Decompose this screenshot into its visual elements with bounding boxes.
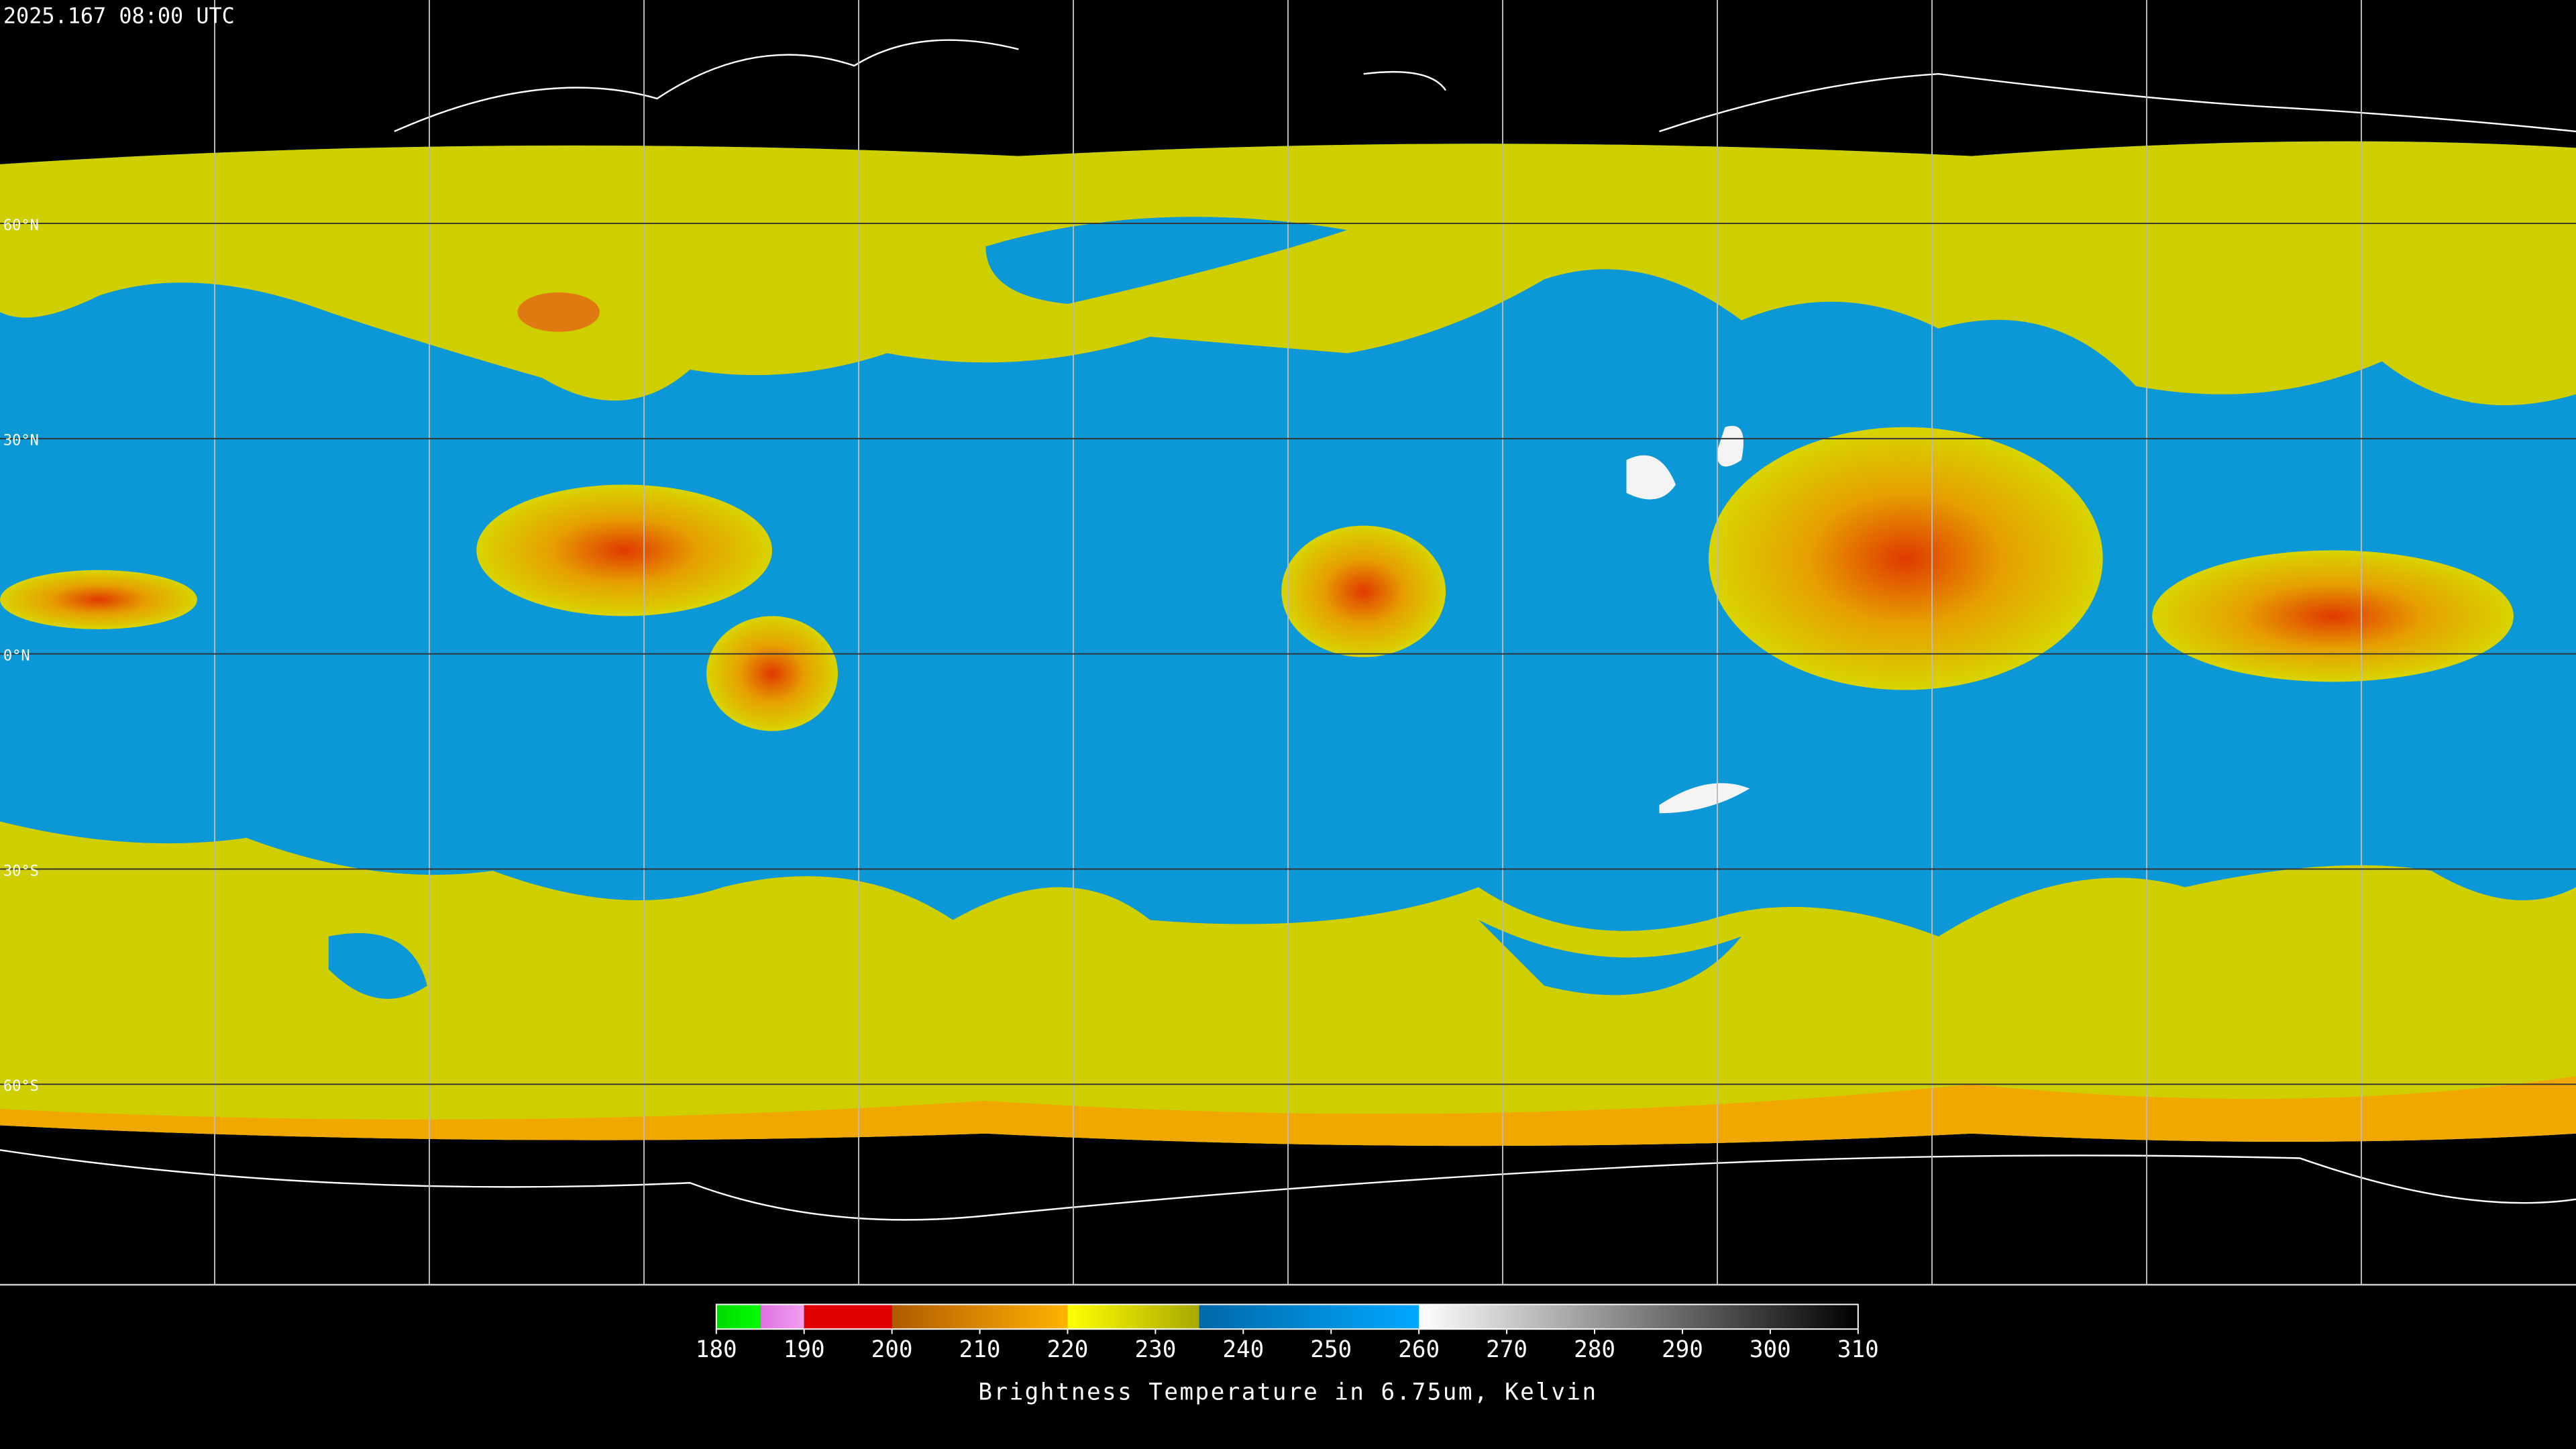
convection (517, 292, 600, 332)
graticule: 60°N 30°N 0°N 30°S 60°S (0, 0, 2576, 1285)
convection (1708, 427, 2103, 690)
colorbar-segment (1067, 1304, 1199, 1330)
colorbar-segment (892, 1304, 1068, 1330)
colorbar-tick-label: 290 (1662, 1336, 1703, 1363)
colorbar-segment (1199, 1304, 1419, 1330)
colorbar-frame (715, 1303, 1859, 1330)
colorbar-tick-label: 310 (1837, 1336, 1879, 1363)
coastline (0, 39, 2576, 1221)
colorbar-tick-label: 210 (959, 1336, 1001, 1363)
colorbar-tick-label: 280 (1574, 1336, 1615, 1363)
latitude-label: 60°N (3, 217, 39, 234)
convection (0, 570, 197, 629)
latitude-label: 30°S (3, 863, 39, 879)
colorbar-title: Brightness Temperature in 6.75um, Kelvin (978, 1379, 1597, 1406)
timestamp: 2025.167 08:00 UTC (3, 3, 235, 28)
colorbar-segment (716, 1304, 761, 1330)
warm-patch (1626, 425, 1750, 814)
latitude-label: 0°N (3, 647, 30, 664)
colorbar-tick-label: 230 (1134, 1336, 1176, 1363)
dry-slot (328, 920, 1741, 999)
convection (706, 616, 838, 731)
colorbar-tick-label: 180 (696, 1336, 737, 1363)
colorbar-segment (760, 1304, 804, 1330)
colorbar-tick-label: 250 (1310, 1336, 1352, 1363)
colorbar: 180 190 200 210 220 230 240 250 260 270 280 290 300 3… (696, 1303, 1879, 1363)
colorbar-tick-label: 300 (1750, 1336, 1791, 1363)
colorbar-segment (1419, 1304, 1858, 1330)
convection (476, 484, 773, 616)
dry-slot (985, 217, 1348, 305)
latitude-label: 60°S (3, 1078, 39, 1095)
colorbar-tick-label: 270 (1486, 1336, 1527, 1363)
colorbar-segment (804, 1304, 892, 1330)
colorbar-tick-label: 260 (1398, 1336, 1440, 1363)
convection (2152, 550, 2514, 682)
colorbar-tick-label: 190 (784, 1336, 825, 1363)
colorbar-tick-label: 220 (1047, 1336, 1089, 1363)
colorbar-tick-label: 240 (1222, 1336, 1264, 1363)
latitude-label: 30°N (3, 433, 39, 449)
colorbar-tick-label: 200 (871, 1336, 913, 1363)
convection (1281, 525, 1446, 657)
